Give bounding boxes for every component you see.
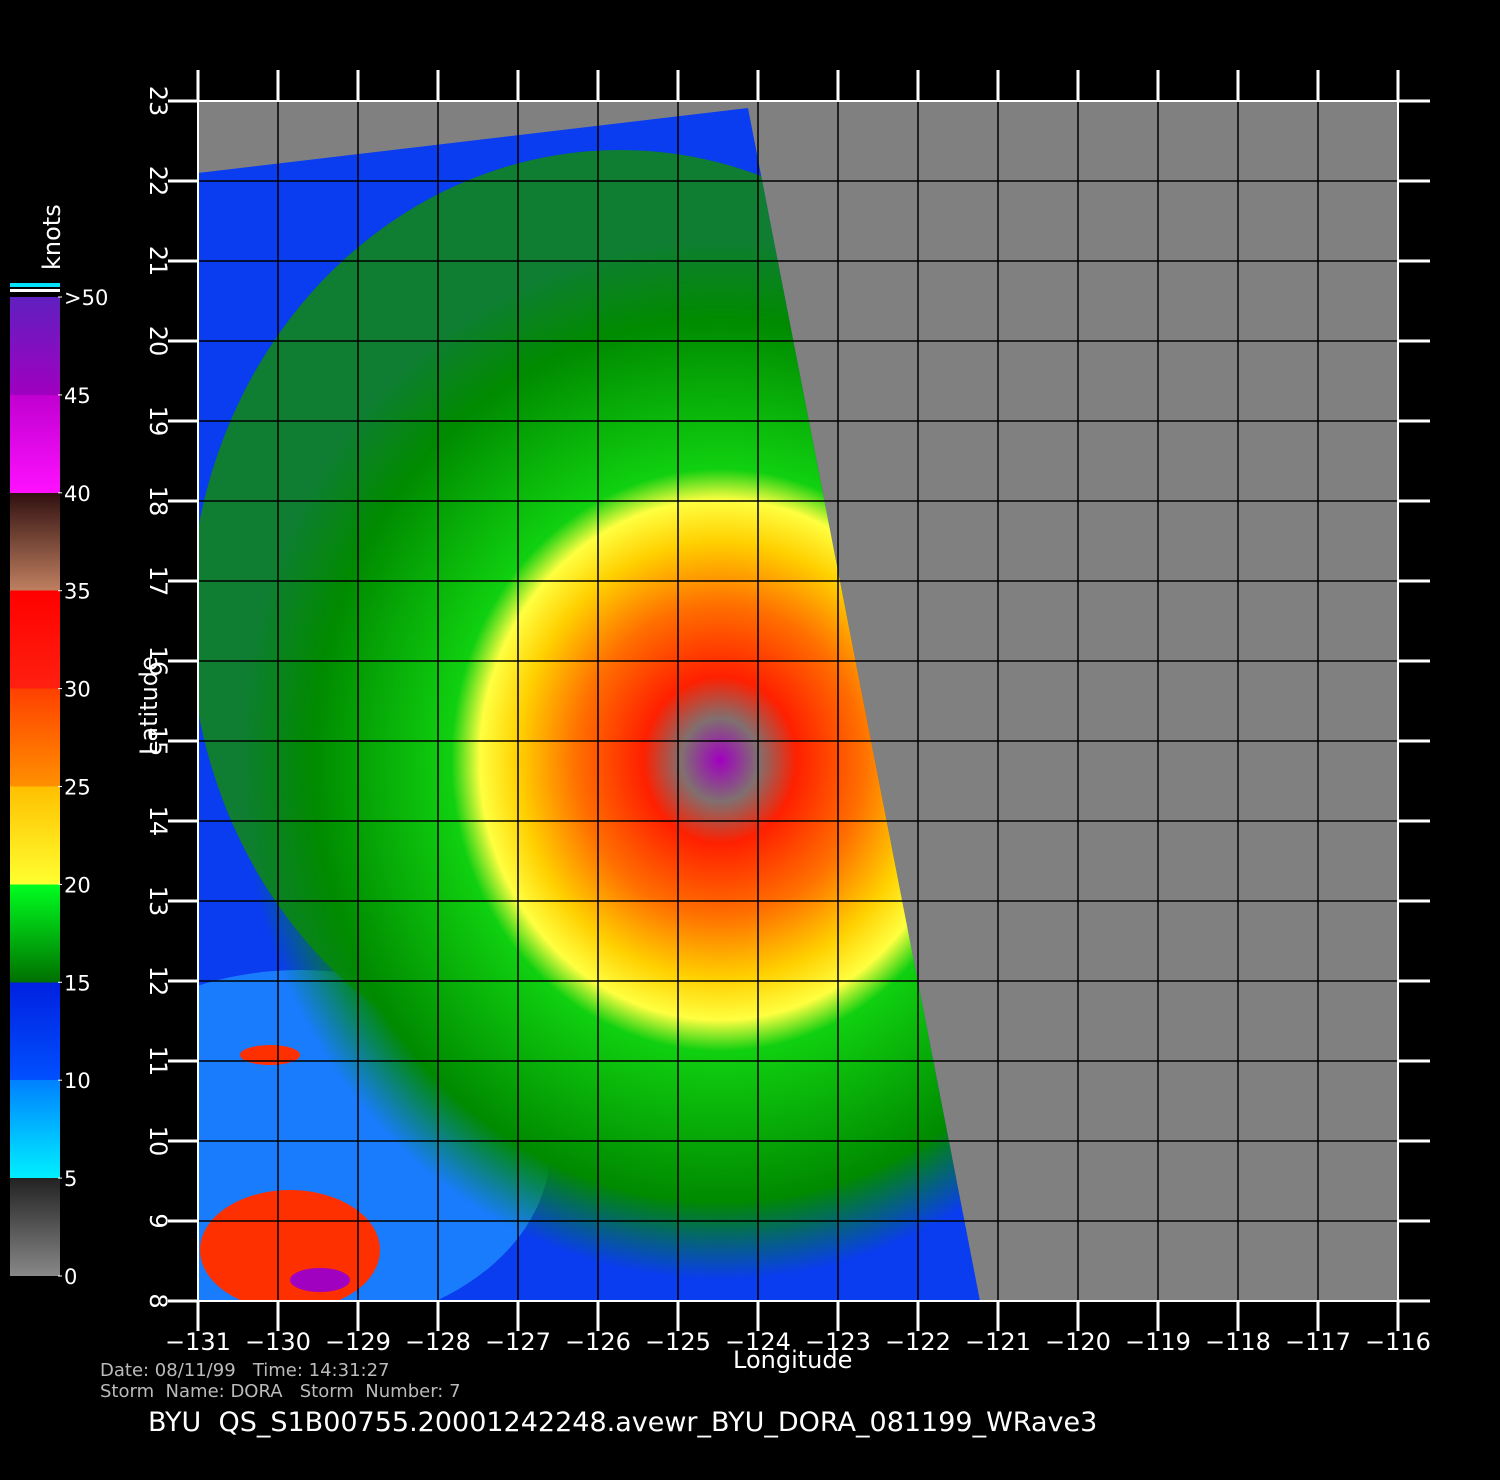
colorbar-tick-label: 20 [64, 873, 91, 897]
x-tick-label: −125 [645, 1328, 711, 1356]
colorbar-tick-label: 35 [64, 580, 91, 604]
info-line: Date: 08/11/99 Time: 14:31:27 [100, 1360, 390, 1381]
colorbar-tick-label: 0 [64, 1265, 77, 1289]
y-tick-label: 17 [144, 566, 172, 597]
y-tick-label: 21 [144, 246, 172, 277]
x-tick-label: −124 [725, 1328, 791, 1356]
x-tick-label: −119 [1125, 1328, 1191, 1356]
x-tick-label: −126 [565, 1328, 631, 1356]
y-tick-label: 16 [144, 646, 172, 677]
colorbar [10, 297, 60, 1276]
y-axis-label: Latitude [135, 656, 163, 755]
x-tick-label: −116 [1365, 1328, 1431, 1356]
x-tick-label: −127 [485, 1328, 551, 1356]
chart-title: BYU QS_S1B00755.20001242248.avewr_BYU_DO… [148, 1407, 1097, 1438]
colorbar-tick-label: 15 [64, 971, 91, 995]
x-tick-label: −130 [245, 1328, 311, 1356]
colorbar-tick-label: >50 [64, 286, 108, 310]
colorbar-tick-label: 10 [64, 1069, 91, 1093]
x-tick-label: −120 [1045, 1328, 1111, 1356]
colorbar-cap [10, 289, 60, 292]
y-tick-label: 15 [144, 726, 172, 757]
colorbar-tick-label: 45 [64, 384, 91, 408]
y-tick-label: 9 [144, 1213, 172, 1228]
colorbar-tick-label: 40 [64, 482, 91, 506]
x-tick-label: −117 [1285, 1328, 1351, 1356]
y-tick-label: 20 [144, 326, 172, 357]
x-tick-label: −123 [805, 1328, 871, 1356]
x-axis-label: Longitude [733, 1346, 852, 1374]
info-line: Storm Name: DORA Storm Number: 7 [100, 1381, 461, 1402]
y-tick-label: 18 [144, 486, 172, 517]
colorbar-tick-label: 25 [64, 776, 91, 800]
y-tick-label: 11 [144, 1046, 172, 1077]
x-tick-label: −121 [965, 1328, 1031, 1356]
y-tick-label: 10 [144, 1126, 172, 1157]
colorbar-tick-label: 30 [64, 678, 91, 702]
y-tick-label: 13 [144, 886, 172, 917]
y-tick-label: 19 [144, 406, 172, 437]
y-tick-label: 12 [144, 966, 172, 997]
x-tick-label: −129 [325, 1328, 391, 1356]
colorbar-title: knots [38, 204, 66, 270]
x-tick-label: −131 [165, 1328, 231, 1356]
x-tick-label: −128 [405, 1328, 471, 1356]
y-tick-label: 23 [144, 86, 172, 117]
colorbar-tick-label: 5 [64, 1167, 77, 1191]
plot-frame [197, 100, 1399, 1302]
y-tick-label: 14 [144, 806, 172, 837]
x-tick-label: −118 [1205, 1328, 1271, 1356]
colorbar-cap [10, 283, 60, 287]
x-tick-label: −122 [885, 1328, 951, 1356]
y-tick-label: 8 [144, 1293, 172, 1308]
y-tick-label: 22 [144, 166, 172, 197]
